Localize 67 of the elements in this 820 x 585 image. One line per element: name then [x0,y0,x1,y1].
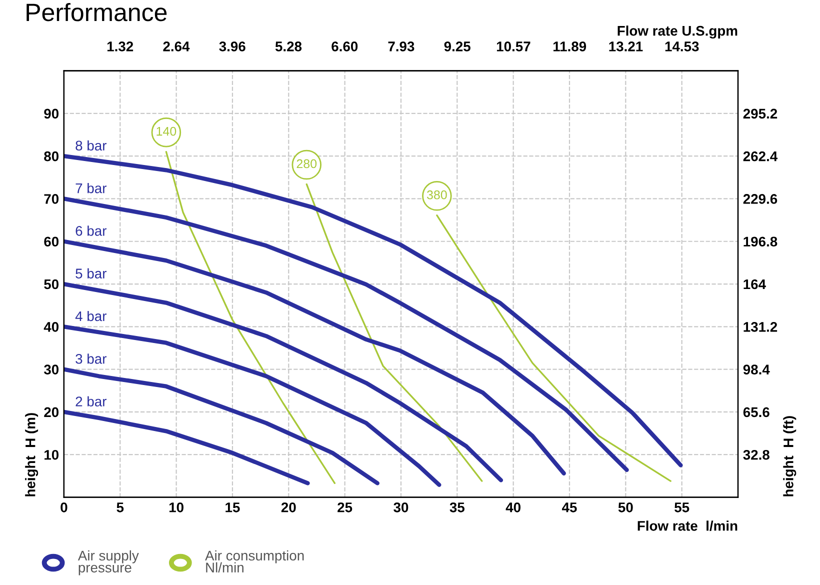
x-tick-label: 25 [338,502,352,512]
line-series [165,150,336,484]
y-tick-label: 70 [44,194,59,204]
x2-tick-label: 5.28 [275,42,302,52]
line-series [64,410,310,486]
line-series [64,154,683,468]
line-series [306,183,483,482]
chart-title: Performance [26,2,167,22]
x2-tick-label: 10.57 [496,42,530,52]
x2-tick-label: 1.32 [107,42,134,52]
line-series [64,324,442,487]
series-label: 280 [296,159,317,168]
y-tick-label: 10 [44,450,59,460]
y2-tick-label: 229.6 [743,194,778,204]
text: Air supply pressure [78,550,139,576]
x-tick-label: 35 [450,502,464,512]
y2-tick-label: 131.2 [744,322,778,332]
x2-tick-label: 13.21 [609,42,643,52]
series-label: 2 bar [76,396,106,406]
x-tick-label: 0 [60,502,68,512]
y-tick-label: 50 [44,279,59,290]
y2-tick-label: 295.2 [743,108,778,119]
x-tick-label: 50 [618,502,633,512]
x2-tick-label: 11.89 [553,42,586,52]
y-tick-label: 40 [44,322,59,332]
x2-axis-title: Flow rate U.S.gpm [618,26,738,39]
series-label: 3 bar [76,354,106,364]
x-tick-label: 15 [226,502,240,512]
y2-tick-label: 98.4 [743,364,770,374]
y-tick-label: 60 [44,236,59,247]
x-tick-label: 5 [116,502,124,512]
line-series [64,282,504,482]
series-label: 4 bar [75,310,106,322]
line-series [64,239,566,476]
y-axis-title: height H (m) [25,413,38,496]
x2-tick-label: 2.64 [163,42,190,52]
series-label: 6 bar [76,226,106,236]
x-axis-title: Flow rate l/min [638,520,738,531]
y2-tick-label: 164 [744,279,766,290]
y2-tick-label: 262.4 [743,151,778,162]
y2-tick-label: 196.8 [744,236,778,247]
y2-tick-label: 65.6 [743,407,770,418]
x-tick-label: 30 [394,502,408,512]
line-series [436,214,672,482]
series-label: 8 bar [76,140,106,151]
x-tick-label: 55 [674,502,690,512]
x-tick-label: 45 [562,502,577,512]
x2-tick-label: 9.25 [444,42,470,52]
x-tick-label: 20 [281,502,296,512]
series-label: 7 bar [76,183,106,194]
series-label: 140 [156,126,176,136]
series-label: 5 bar [76,268,106,278]
y2-axis-title: height H (ft) [783,416,796,496]
line-series [64,367,380,486]
series-label: 380 [426,190,447,200]
text: Air consumption Nl/min [205,550,304,572]
y-tick-label: 30 [44,364,59,374]
x2-tick-label: 7.93 [388,42,414,52]
y2-tick-label: 32.8 [743,450,770,460]
x2-tick-label: 6.60 [332,42,358,52]
x2-tick-label: 3.96 [219,42,246,52]
y-tick-label: 20 [44,407,59,418]
x2-tick-label: 14.53 [665,42,699,52]
x-tick-label: 10 [169,502,184,512]
x-tick-label: 40 [506,502,520,512]
y-tick-label: 80 [44,151,59,162]
y-tick-label: 90 [44,108,59,119]
